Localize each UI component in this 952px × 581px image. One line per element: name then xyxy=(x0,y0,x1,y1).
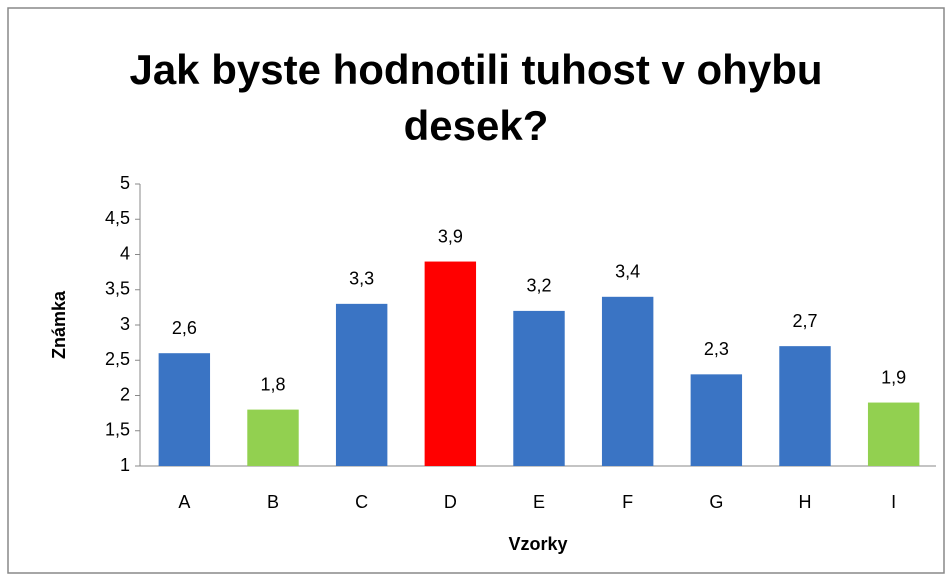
bar xyxy=(690,374,743,466)
data-label: 2,7 xyxy=(792,311,817,331)
y-axis-label: Známka xyxy=(49,290,69,359)
bar xyxy=(424,261,477,466)
x-tick-label: H xyxy=(799,492,812,512)
y-tick-label: 3 xyxy=(120,314,130,334)
bar xyxy=(779,346,831,466)
y-tick-label: 4,5 xyxy=(105,208,130,228)
y-tick-label: 5 xyxy=(120,173,130,193)
data-label: 1,8 xyxy=(260,374,285,394)
x-tick-label: D xyxy=(444,492,457,512)
y-tick-label: 1 xyxy=(120,455,130,475)
x-tick-label: A xyxy=(178,492,190,512)
data-label: 3,2 xyxy=(526,276,551,296)
x-tick-label: B xyxy=(267,492,279,512)
data-label: 2,6 xyxy=(172,318,197,338)
x-tick-label: G xyxy=(709,492,723,512)
bar xyxy=(247,409,299,466)
bar xyxy=(867,402,920,466)
data-label: 3,9 xyxy=(438,226,463,246)
x-tick-label: I xyxy=(891,492,896,512)
chart-title: Jak byste hodnotili tuhost v ohybu desek… xyxy=(129,46,823,149)
y-tick-label: 2,5 xyxy=(105,349,130,369)
x-tick-label: F xyxy=(622,492,633,512)
y-tick-label: 2 xyxy=(120,384,130,404)
y-tick-label: 3,5 xyxy=(105,279,130,299)
bar xyxy=(158,353,211,466)
data-label: 3,3 xyxy=(349,269,374,289)
bar xyxy=(335,303,388,466)
y-tick-label: 1,5 xyxy=(105,420,130,440)
data-label: 3,4 xyxy=(615,262,640,282)
x-tick-label: C xyxy=(355,492,368,512)
x-tick-label: E xyxy=(533,492,545,512)
x-axis-label: Vzorky xyxy=(508,534,567,554)
data-label: 2,3 xyxy=(704,339,729,359)
bar xyxy=(601,296,654,466)
y-tick-label: 4 xyxy=(120,243,130,263)
data-label: 1,9 xyxy=(881,367,906,387)
bar xyxy=(513,310,565,466)
